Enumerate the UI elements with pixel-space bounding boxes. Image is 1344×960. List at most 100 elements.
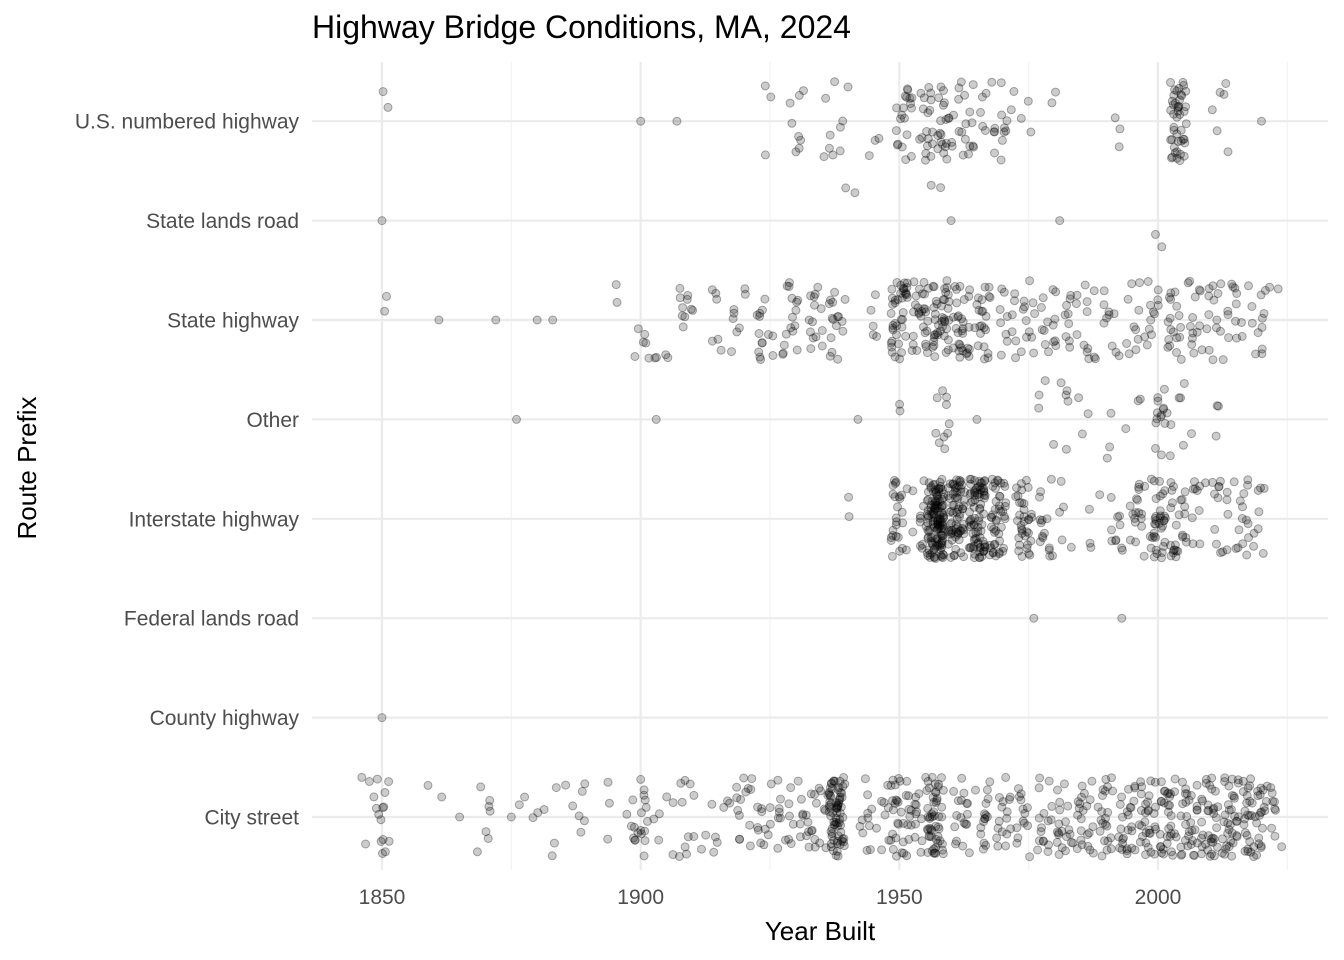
data-point bbox=[1103, 836, 1113, 846]
data-point bbox=[917, 814, 926, 824]
data-point bbox=[1252, 850, 1262, 860]
data-point bbox=[977, 552, 987, 562]
data-point bbox=[1172, 333, 1182, 343]
data-point bbox=[1049, 439, 1059, 449]
data-point bbox=[936, 82, 946, 92]
data-point bbox=[865, 845, 875, 855]
data-point bbox=[888, 299, 898, 309]
data-point bbox=[986, 512, 996, 522]
data-point bbox=[1164, 788, 1174, 798]
data-point bbox=[911, 800, 921, 810]
data-point bbox=[939, 98, 949, 108]
data-point bbox=[1179, 151, 1189, 161]
data-point bbox=[1159, 786, 1169, 796]
data-point bbox=[934, 487, 944, 497]
data-point bbox=[1022, 527, 1032, 537]
data-point bbox=[988, 481, 998, 491]
data-point bbox=[1024, 515, 1033, 525]
data-point bbox=[1241, 515, 1251, 525]
data-point bbox=[923, 551, 933, 561]
data-point bbox=[1123, 825, 1133, 835]
data-point bbox=[949, 501, 959, 510]
data-point bbox=[1051, 341, 1061, 351]
data-point bbox=[1223, 800, 1233, 810]
data-point bbox=[1209, 834, 1219, 844]
data-point bbox=[806, 344, 816, 354]
data-point bbox=[877, 796, 887, 806]
data-point bbox=[712, 837, 722, 847]
data-point bbox=[948, 343, 958, 353]
data-point bbox=[1243, 475, 1253, 485]
data-point bbox=[923, 316, 933, 326]
data-point bbox=[1085, 795, 1095, 805]
data-point bbox=[1179, 134, 1189, 144]
data-point bbox=[1155, 513, 1165, 523]
data-point bbox=[1057, 843, 1067, 853]
data-point bbox=[689, 832, 699, 841]
data-point bbox=[895, 546, 905, 556]
data-point bbox=[1111, 535, 1121, 545]
data-point bbox=[1061, 390, 1071, 400]
data-point bbox=[937, 139, 947, 149]
data-point bbox=[1207, 784, 1217, 794]
data-point bbox=[970, 513, 980, 523]
data-point bbox=[532, 315, 542, 325]
data-point bbox=[376, 837, 386, 846]
data-point bbox=[926, 503, 936, 513]
data-point bbox=[796, 135, 806, 145]
data-point bbox=[1022, 332, 1031, 342]
data-point bbox=[1122, 339, 1132, 348]
data-point bbox=[1028, 298, 1038, 308]
data-point bbox=[1156, 777, 1166, 787]
data-point bbox=[824, 787, 834, 797]
data-point bbox=[888, 325, 898, 335]
data-point bbox=[1166, 78, 1175, 87]
data-point bbox=[568, 801, 578, 811]
data-point bbox=[952, 284, 961, 294]
data-point bbox=[1088, 822, 1098, 832]
data-point bbox=[1170, 545, 1179, 555]
data-point bbox=[827, 313, 837, 323]
data-point bbox=[835, 840, 845, 849]
data-point bbox=[1156, 523, 1166, 533]
data-point bbox=[1163, 342, 1173, 352]
data-point bbox=[888, 481, 898, 490]
data-point bbox=[788, 312, 797, 322]
data-point bbox=[895, 494, 905, 504]
data-point bbox=[1254, 507, 1264, 517]
data-point bbox=[1044, 840, 1053, 850]
data-point bbox=[1212, 401, 1222, 411]
data-point bbox=[981, 325, 991, 335]
data-point bbox=[1249, 842, 1259, 852]
data-point bbox=[1082, 297, 1092, 307]
data-point bbox=[790, 321, 800, 331]
data-point bbox=[985, 540, 995, 550]
data-point bbox=[807, 826, 816, 836]
data-point bbox=[836, 802, 846, 812]
data-point bbox=[959, 788, 969, 798]
data-point bbox=[1176, 354, 1186, 364]
data-point bbox=[1166, 789, 1175, 799]
data-point bbox=[918, 322, 928, 332]
data-point bbox=[1121, 424, 1131, 434]
data-point bbox=[926, 180, 936, 190]
data-point bbox=[1037, 823, 1046, 833]
data-point bbox=[923, 108, 933, 118]
data-point bbox=[1204, 310, 1214, 320]
data-point bbox=[1165, 451, 1175, 461]
data-point bbox=[1151, 443, 1160, 453]
data-point bbox=[1194, 506, 1204, 515]
data-point bbox=[953, 796, 963, 806]
data-point bbox=[1146, 315, 1156, 325]
data-point bbox=[1220, 810, 1230, 820]
data-point bbox=[916, 847, 926, 857]
data-point bbox=[929, 502, 939, 512]
data-point bbox=[1044, 545, 1054, 555]
data-point bbox=[835, 814, 845, 824]
data-point bbox=[1054, 828, 1064, 838]
data-point bbox=[935, 515, 945, 525]
data-point bbox=[1194, 285, 1204, 295]
data-point bbox=[956, 484, 966, 494]
data-point bbox=[979, 546, 989, 556]
data-point bbox=[1178, 440, 1188, 450]
